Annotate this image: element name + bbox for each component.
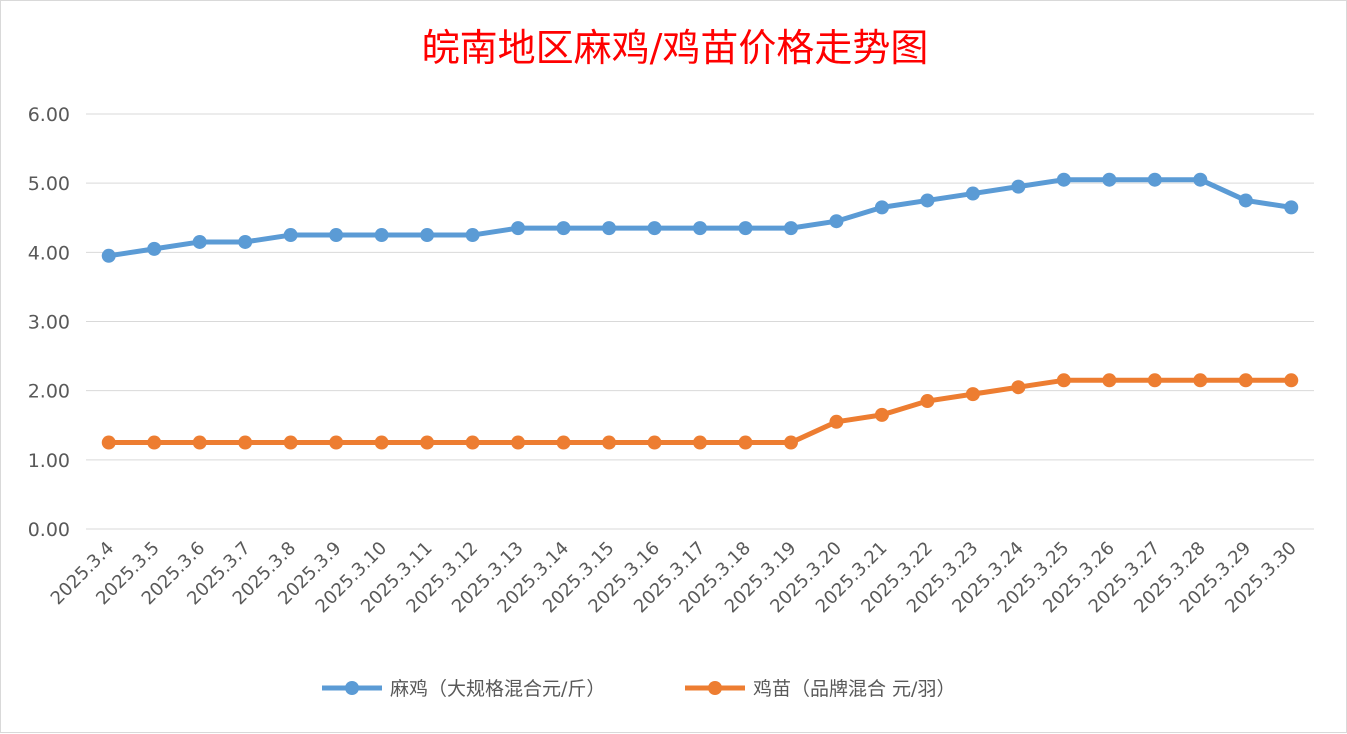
data-point (101, 248, 116, 263)
y-tick-label: 6.00 (28, 104, 70, 126)
data-point (829, 214, 844, 229)
data-point (283, 228, 298, 243)
data-point (238, 234, 253, 249)
data-point (556, 435, 571, 450)
legend-item-1: 麻鸡（大规格混合元/斤） (322, 678, 605, 700)
data-point (511, 221, 526, 236)
data-point (420, 228, 435, 243)
series-2 (101, 373, 1299, 450)
data-point (374, 435, 389, 450)
data-point (1238, 373, 1253, 388)
y-tick-label: 2.00 (28, 381, 70, 403)
data-point (920, 193, 935, 208)
data-point (1284, 200, 1299, 215)
data-point (556, 221, 571, 236)
series-line (106, 377, 1294, 446)
data-point (693, 221, 707, 236)
data-point (693, 435, 707, 450)
data-point (1011, 380, 1026, 395)
data-point (329, 228, 344, 243)
data-point (101, 435, 116, 450)
legend-item-2: 鸡苗（品牌混合 元/羽） (685, 678, 955, 700)
data-point (1193, 373, 1208, 388)
data-point (602, 435, 617, 450)
data-point (602, 221, 617, 236)
data-point (874, 200, 889, 215)
data-point (147, 435, 162, 450)
data-point (965, 387, 980, 402)
x-axis-ticks: 2025.3.42025.3.52025.3.62025.3.72025.3.8… (47, 538, 1301, 618)
data-point (1193, 172, 1208, 187)
y-tick-label: 1.00 (28, 450, 70, 472)
series-line (106, 177, 1294, 259)
legend-marker-icon (708, 681, 722, 695)
data-point (465, 228, 480, 243)
data-point (1056, 373, 1071, 388)
data-point (1147, 373, 1162, 388)
legend-label: 麻鸡（大规格混合元/斤） (390, 678, 605, 700)
chart-title: 皖南地区麻鸡/鸡苗价格走势图 (422, 26, 929, 70)
data-point (238, 435, 253, 450)
data-point (465, 435, 480, 450)
data-point (647, 435, 662, 450)
data-point (965, 186, 980, 201)
data-point (920, 394, 935, 409)
gridlines (86, 113, 1314, 530)
y-tick-label: 3.00 (28, 312, 70, 334)
data-point (511, 435, 526, 450)
y-tick-label: 5.00 (28, 173, 70, 195)
data-point (147, 241, 162, 256)
data-point (1147, 172, 1162, 187)
data-point (738, 221, 753, 236)
data-point (874, 407, 889, 422)
data-point (374, 228, 389, 243)
y-tick-label: 4.00 (28, 242, 70, 264)
y-tick-label: 0.00 (28, 519, 70, 541)
y-axis-ticks: 0.00 1.00 2.00 3.00 4.00 5.00 6.00 (28, 104, 70, 541)
data-point (1238, 193, 1253, 208)
legend-marker-icon (345, 681, 359, 695)
data-point (1284, 373, 1299, 388)
legend: 麻鸡（大规格混合元/斤） 鸡苗（品牌混合 元/羽） (322, 678, 955, 700)
data-point (783, 435, 798, 450)
data-point (783, 221, 798, 236)
data-point (647, 221, 662, 236)
data-point (329, 435, 344, 450)
data-point (192, 435, 207, 450)
legend-label: 鸡苗（品牌混合 元/羽） (753, 678, 955, 700)
series-layer (101, 172, 1299, 450)
data-point (1056, 172, 1071, 187)
data-point (1102, 373, 1117, 388)
data-point (738, 435, 753, 450)
series-1 (101, 172, 1299, 263)
data-point (192, 234, 207, 249)
data-point (283, 435, 298, 450)
data-point (420, 435, 435, 450)
data-point (1102, 172, 1117, 187)
data-point (829, 414, 844, 429)
data-point (1011, 179, 1026, 194)
